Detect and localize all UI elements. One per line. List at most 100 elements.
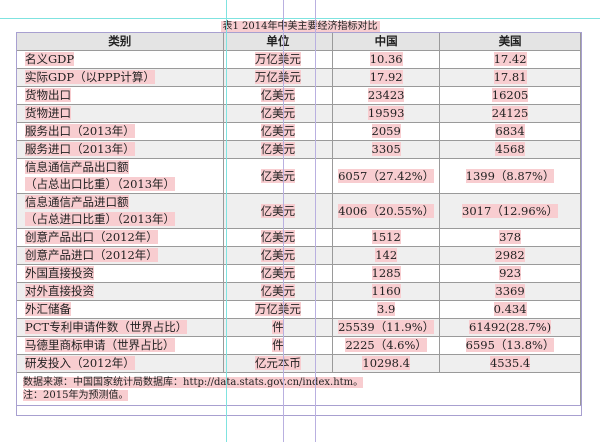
unit-value: 万亿美元 [254, 70, 301, 84]
guide-line-vertical[interactable] [226, 0, 227, 442]
china-cell: 1160 [332, 282, 441, 301]
usa-value: 24125 [491, 106, 529, 120]
china-cell: 3305 [332, 140, 441, 159]
unit-cell: 亿美元 [222, 282, 334, 301]
unit-cell: 亿美元 [222, 104, 334, 123]
category-cell: 信息通信产品出口额 （占总出口比重）（2013年） [16, 158, 224, 194]
table-row: 服务进口（2013年） 亿美元 3305 4568 [16, 140, 581, 159]
table-row: 货物出口 亿美元 23423 16205 [16, 86, 581, 105]
usa-value: 923 [499, 266, 522, 280]
unit-value: 亿美元 [260, 142, 296, 156]
china-value: 2225（4.6%） [345, 338, 427, 352]
unit-cell: 万亿美元 [222, 68, 334, 87]
category-label: 服务出口（2013年） [25, 124, 135, 138]
unit-value: 亿美元 [260, 284, 296, 298]
usa-cell: 61492(28.7%) [439, 318, 581, 337]
china-value: 19593 [367, 106, 405, 120]
table-row: 创意产品出口（2012年） 亿美元 1512 378 [16, 228, 581, 247]
table-row: 货物进口 亿美元 19593 24125 [16, 104, 581, 123]
source-note: 数据来源：中国国家统计局数据库：http://data.stats.gov.cn… [23, 377, 364, 388]
unit-value: 件 [272, 320, 284, 334]
data-table: 类别 单位 中国 美国 名义GDP 万亿美元 10.36 17.42 实际GDP（… [16, 32, 581, 406]
china-cell: 19593 [332, 104, 441, 123]
category-cell: 马德里商标申请（世界占比） [16, 336, 224, 355]
unit-cell: 件 [222, 318, 334, 337]
china-value: 10298.4 [362, 356, 410, 370]
china-value: 2059 [371, 124, 401, 138]
usa-value: 16205 [491, 88, 529, 102]
guide-line-vertical[interactable] [283, 0, 284, 442]
unit-value: 亿美元 [260, 124, 296, 138]
category-cell: 创意产品出口（2012年） [16, 228, 224, 247]
unit-cell: 亿美元 [222, 86, 334, 105]
category-label-line2: （占总进口比重）（2013年） [25, 212, 176, 226]
usa-cell: 1399（8.87%） [439, 158, 581, 194]
unit-value: 亿美元 [260, 168, 296, 183]
unit-cell: 亿美元 [222, 228, 334, 247]
usa-cell: 16205 [439, 86, 581, 105]
table-row: 实际GDP（以PPP计算） 万亿美元 17.92 17.81 [16, 68, 581, 87]
category-label: 创意产品出口（2012年） [25, 230, 158, 244]
category-cell: 服务出口（2013年） [16, 122, 224, 141]
unit-value: 亿美元 [260, 203, 296, 218]
unit-cell: 亿美元 [222, 246, 334, 265]
guide-line-horizontal[interactable] [0, 18, 600, 19]
category-cell: 服务进口（2013年） [16, 140, 224, 159]
category-label: 外国直接投资 [25, 266, 94, 280]
usa-cell: 378 [439, 228, 581, 247]
unit-value: 万亿美元 [254, 52, 301, 66]
unit-cell: 亿美元 [222, 193, 334, 229]
unit-cell: 亿美元 [222, 140, 334, 159]
table-row: PCT专利申请件数（世界占比） 件 25539（11.9%） 61492(28.… [16, 318, 581, 337]
china-cell: 3.9 [332, 300, 441, 319]
china-value: 4006（20.55%） [338, 203, 435, 218]
usa-cell: 3017（12.96%） [439, 193, 581, 229]
header-category: 类别 [16, 32, 224, 51]
category-label: 对外直接投资 [25, 284, 94, 298]
category-label: 信息通信产品进口额 [25, 195, 129, 209]
footnote-row: 数据来源：中国国家统计局数据库：http://data.stats.gov.cn… [16, 372, 581, 406]
unit-cell: 亿美元 [222, 264, 334, 283]
category-cell: 名义GDP [16, 50, 224, 69]
usa-cell: 24125 [439, 104, 581, 123]
category-cell: 对外直接投资 [16, 282, 224, 301]
table-row: 外国直接投资 亿美元 1285 923 [16, 264, 581, 283]
unit-value: 万亿美元 [254, 302, 301, 316]
china-cell: 10298.4 [332, 354, 441, 373]
table-row: 研发投入（2012年） 亿元本币 10298.4 4535.4 [16, 354, 581, 373]
unit-value: 件 [272, 338, 284, 352]
china-value: 23423 [367, 88, 405, 102]
category-cell: 外汇储备 [16, 300, 224, 319]
usa-value: 61492(28.7%) [469, 320, 552, 334]
header-china: 中国 [332, 32, 441, 51]
usa-value: 4535.4 [489, 356, 531, 370]
china-value: 142 [375, 248, 398, 262]
usa-cell: 4568 [439, 140, 581, 159]
china-value: 6057（27.42%） [338, 168, 435, 183]
china-cell: 25539（11.9%） [332, 318, 441, 337]
china-cell: 2059 [332, 122, 441, 141]
unit-cell: 件 [222, 336, 334, 355]
unit-value: 亿元本币 [254, 356, 301, 370]
china-cell: 23423 [332, 86, 441, 105]
china-value: 25539（11.9%） [338, 320, 435, 334]
unit-value: 亿美元 [260, 106, 296, 120]
category-label: 实际GDP（以PPP计算） [25, 70, 155, 84]
china-cell: 4006（20.55%） [332, 193, 441, 229]
unit-cell: 亿元本币 [222, 354, 334, 373]
table-row: 服务出口（2013年） 亿美元 2059 6834 [16, 122, 581, 141]
table-title: 表1 2014年中美主要经济指标对比 [220, 21, 380, 32]
usa-value: 6595（13.8%） [465, 338, 555, 352]
usa-cell: 6834 [439, 122, 581, 141]
category-label: 服务进口（2013年） [25, 142, 135, 156]
guide-line-vertical[interactable] [315, 0, 316, 442]
unit-cell: 亿美元 [222, 158, 334, 194]
usa-value: 3017（12.96%） [462, 203, 559, 218]
category-label: 信息通信产品出口额 [25, 160, 129, 174]
usa-cell: 6595（13.8%） [439, 336, 581, 355]
usa-cell: 17.42 [439, 50, 581, 69]
category-label: 货物出口 [25, 88, 71, 102]
table-row: 外汇储备 万亿美元 3.9 0.434 [16, 300, 581, 319]
category-cell: 研发投入（2012年） [16, 354, 224, 373]
unit-value: 亿美元 [260, 230, 296, 244]
